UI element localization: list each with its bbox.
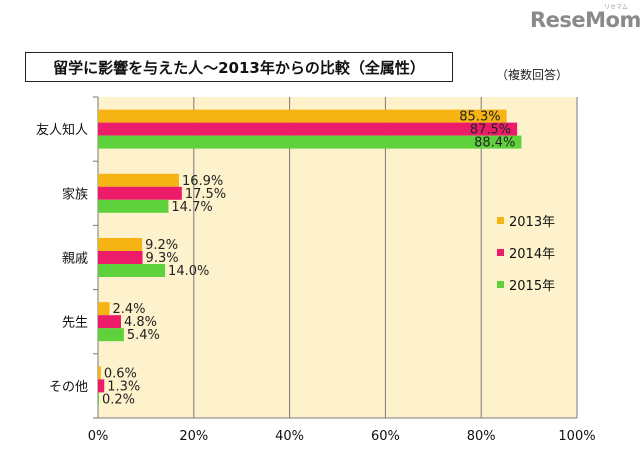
bar: [98, 302, 110, 316]
bar: [98, 251, 143, 264]
bar: [98, 264, 166, 277]
data-label: 0.6%: [104, 366, 137, 381]
data-label: 87.5%: [470, 123, 511, 138]
data-label: 1.3%: [107, 379, 140, 394]
x-tick-label: 80%: [467, 429, 496, 444]
bar: [98, 186, 182, 200]
category-label: 家族: [62, 186, 88, 202]
x-tick-label: 100%: [558, 429, 595, 444]
bar: [98, 328, 124, 342]
data-label: 9.3%: [146, 251, 179, 266]
legend-marker: [497, 281, 504, 288]
resemom-logo-kana: リセマム: [604, 4, 629, 11]
bar: [98, 109, 507, 123]
x-tick-label: 40%: [275, 429, 304, 444]
data-label: 85.3%: [459, 110, 500, 125]
resemom-logo: ReseMom: [530, 8, 640, 32]
plot-area: [98, 97, 577, 418]
data-label: 9.2%: [145, 238, 178, 253]
category-label: 親戚: [62, 252, 88, 267]
bar: [98, 173, 179, 187]
bar: [98, 199, 169, 213]
bar: [98, 238, 143, 251]
data-label: 17.5%: [185, 187, 226, 202]
data-label: 14.0%: [168, 264, 209, 279]
bar: [98, 366, 101, 380]
legend-entry: 2014年: [509, 247, 555, 262]
data-label: 88.4%: [474, 136, 515, 151]
data-label: 5.4%: [127, 328, 160, 343]
legend-entry: 2015年: [509, 279, 555, 294]
category-label: 友人知人: [36, 122, 88, 138]
bar: [98, 122, 518, 136]
category-label: 先生: [62, 316, 88, 331]
chart-title: 留学に影響を与えた人～2013年からの比較（全属性）: [25, 52, 453, 82]
x-tick-label: 0%: [88, 429, 109, 444]
data-label: 14.7%: [171, 200, 212, 215]
multiple-answer-note: （複数回答）: [496, 68, 569, 82]
bar: [98, 392, 99, 406]
legend-entry: 2013年: [509, 215, 555, 230]
bar: [98, 315, 121, 329]
bar: [98, 379, 105, 393]
legend-marker: [497, 249, 504, 256]
x-tick-label: 20%: [179, 429, 208, 444]
x-tick-label: 60%: [371, 429, 400, 444]
data-label: 4.8%: [124, 315, 157, 330]
legend-marker: [497, 217, 504, 224]
category-label: その他: [49, 380, 88, 395]
data-label: 2.4%: [112, 302, 145, 317]
data-label: 0.2%: [102, 392, 135, 407]
data-label: 16.9%: [182, 174, 223, 189]
bar: [98, 135, 522, 149]
